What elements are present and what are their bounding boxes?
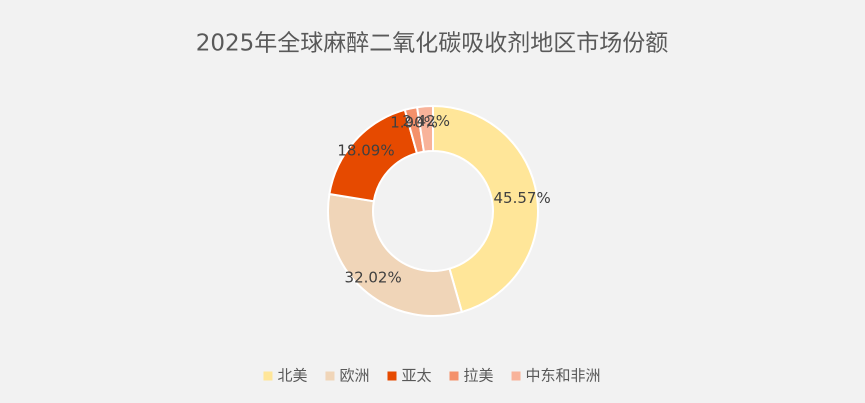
legend-marker [449, 371, 459, 381]
legend-label: 北美 [277, 367, 307, 385]
legend-label: 欧洲 [339, 367, 369, 385]
data-label: 18.09% [337, 141, 394, 159]
data-label: 1.90% [390, 114, 438, 132]
slice [327, 192, 464, 317]
legend-marker [511, 371, 521, 381]
slice [432, 104, 539, 314]
legend-label: 中东和非洲 [526, 367, 601, 385]
data-label: 32.02% [345, 269, 402, 287]
legend-marker [387, 371, 397, 381]
data-label: 2.42% [402, 112, 450, 130]
legend-marker [325, 371, 335, 381]
slice [415, 104, 434, 153]
legend-label: 亚太 [401, 367, 431, 385]
data-label: 45.57% [494, 189, 551, 207]
legend-marker [263, 371, 273, 381]
legend-label: 拉美 [464, 367, 494, 385]
chart-title: 2025年全球麻醉二氧化碳吸收剂地区市场份额 [196, 31, 669, 57]
